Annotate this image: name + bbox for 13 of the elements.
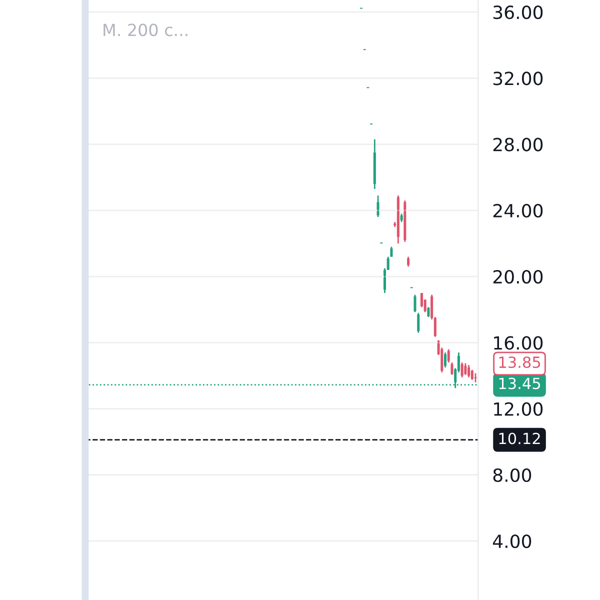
text: M. 200 c... xyxy=(104,24,188,36)
ref-line-label: 13.45 xyxy=(499,378,540,390)
y-tick-label: 4.00 xyxy=(492,534,532,548)
y-tick-label: 28.00 xyxy=(493,138,543,152)
y-tick-label: 16.00 xyxy=(494,336,543,350)
y-tick-label: 24.00 xyxy=(493,204,543,218)
ref-line-label: 10.12 xyxy=(499,432,540,444)
y-tick-label: 12.00 xyxy=(494,402,543,416)
y-tick-label: 8.00 xyxy=(493,468,532,482)
text: 13.85 xyxy=(499,356,540,368)
y-tick-label: 32.00 xyxy=(493,72,543,86)
y-tick-label: 20.00 xyxy=(493,270,543,284)
y-tick-label: 36.00 xyxy=(493,6,543,20)
